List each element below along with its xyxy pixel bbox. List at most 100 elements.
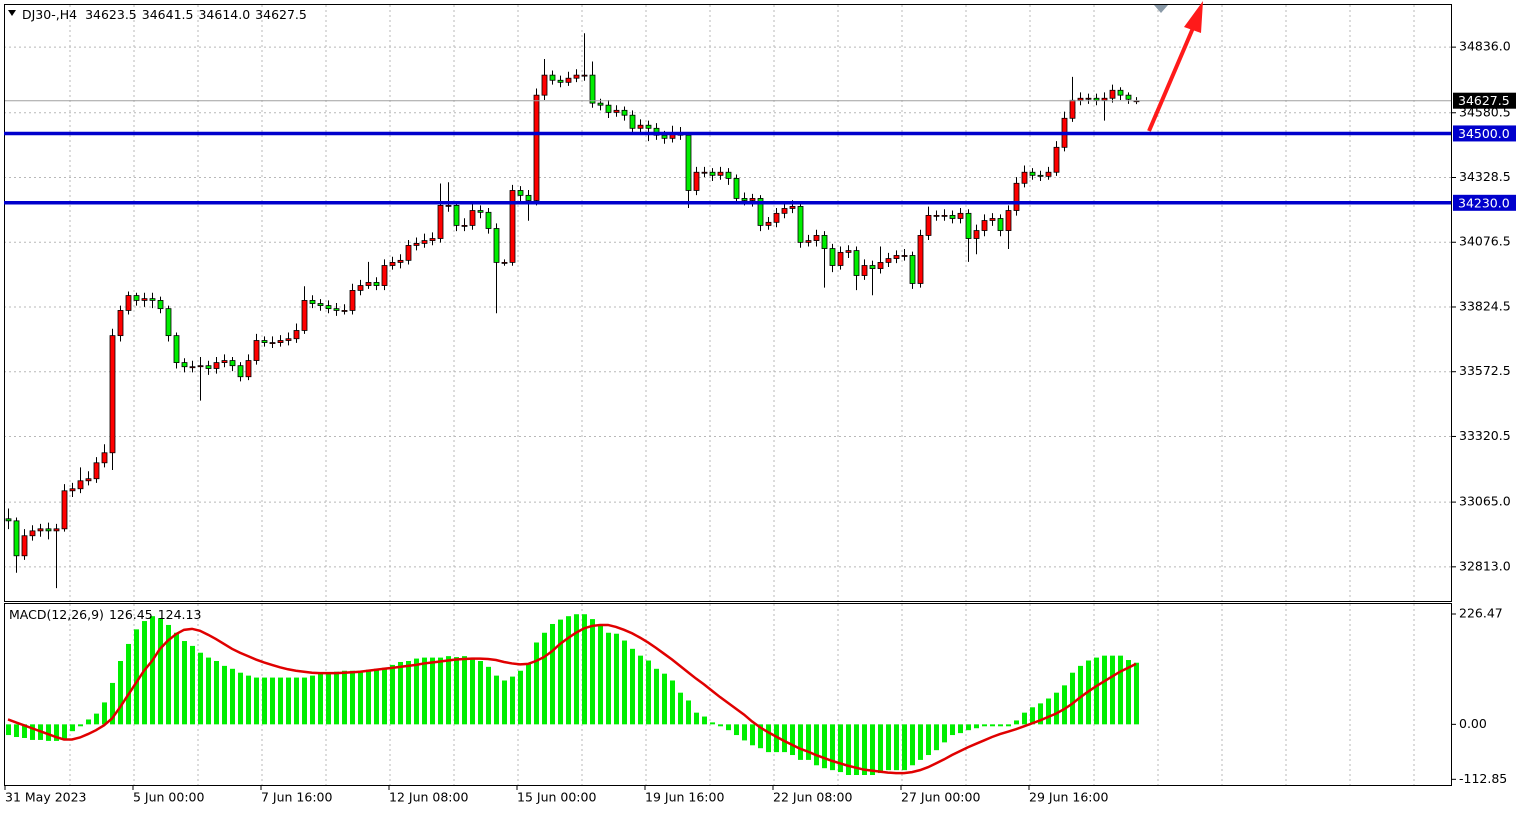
macd-bar <box>470 658 475 725</box>
candle-body <box>493 228 500 263</box>
candle-body <box>477 210 484 213</box>
candle-body <box>957 212 964 219</box>
candle-body <box>877 262 884 269</box>
macd-bar <box>782 724 787 753</box>
macd-bar <box>462 656 467 725</box>
candle-body <box>573 74 580 79</box>
ohlc-value: 34623.5 <box>85 7 137 22</box>
candle-body <box>509 190 516 263</box>
macd-bar <box>574 614 579 725</box>
candle-body <box>317 303 324 306</box>
macd-bar <box>958 724 963 734</box>
candle-body <box>405 245 412 261</box>
candle-body <box>893 255 900 259</box>
macd-bar <box>302 677 307 725</box>
candle-body <box>733 178 740 199</box>
candle-body <box>277 340 284 343</box>
y-tick-label: 32813.0 <box>1459 558 1511 573</box>
macd-bar <box>198 652 203 725</box>
macd-bar <box>1126 660 1131 725</box>
macd-bar <box>942 724 947 743</box>
candle-body <box>469 210 476 226</box>
macd-bar <box>358 670 363 725</box>
candle-body <box>525 194 532 201</box>
candle-body <box>229 360 236 367</box>
candle-body <box>709 171 716 176</box>
candle-body <box>45 528 52 532</box>
macd-bar <box>934 724 939 751</box>
macd-value: 126.45 <box>109 607 153 622</box>
macd-bar <box>166 624 171 725</box>
macd-bar <box>150 616 155 725</box>
macd-bar <box>1030 707 1035 725</box>
macd-bar <box>710 722 715 725</box>
candle-body <box>301 300 308 331</box>
candle-body <box>805 240 812 243</box>
candle-body <box>341 310 348 312</box>
macd-bar <box>110 682 115 725</box>
macd-bar <box>118 661 123 725</box>
candle-body <box>837 251 844 266</box>
macd-bar <box>1118 655 1123 725</box>
macd-bar <box>174 632 179 725</box>
candle-body <box>693 171 700 191</box>
macd-bar <box>886 724 891 771</box>
macd-bar <box>214 661 219 725</box>
candle-body <box>429 238 436 241</box>
candle-body <box>781 208 788 214</box>
macd-bar <box>654 668 659 725</box>
macd-bar <box>246 675 251 725</box>
y-tick-label: 33572.5 <box>1459 363 1511 378</box>
macd-bar <box>1022 712 1027 725</box>
candle-body <box>797 206 804 243</box>
candle-body <box>757 198 764 226</box>
macd-bar <box>646 660 651 725</box>
candle-body <box>581 74 588 77</box>
candle-body <box>453 204 460 226</box>
candle-body <box>349 290 356 311</box>
candle-body <box>637 124 644 129</box>
macd-bar <box>982 724 987 727</box>
macd-bar <box>126 643 131 725</box>
candle-body <box>389 262 396 266</box>
macd-bar <box>350 670 355 725</box>
candle-body <box>1109 89 1116 99</box>
candle-body <box>1117 89 1124 96</box>
candle-body <box>165 308 172 337</box>
level-label-box <box>1453 194 1516 211</box>
last-price-box <box>1453 92 1516 109</box>
candle-body <box>1005 210 1012 231</box>
candle-body <box>1093 97 1100 101</box>
menu-triangle[interactable] <box>8 10 16 16</box>
x-tick-label: 22 Jun 08:00 <box>773 790 852 805</box>
macd-title: MACD(12,26,9) <box>9 607 104 622</box>
macd-bar <box>902 724 907 771</box>
macd-bar <box>582 614 587 725</box>
candle-body <box>565 77 572 83</box>
macd-bar <box>926 724 931 756</box>
candle-body <box>5 518 12 522</box>
macd-bar <box>486 666 491 725</box>
macd-bar <box>430 657 435 725</box>
macd-bar <box>766 724 771 753</box>
level-label-box <box>1453 125 1516 142</box>
macd-bar <box>438 657 443 725</box>
candle-body <box>901 255 908 257</box>
macd-bar <box>94 713 99 725</box>
macd-bar <box>1094 657 1099 725</box>
candle-body <box>221 360 228 364</box>
ohlc-value: 34614.0 <box>198 7 250 22</box>
shift-marker <box>1154 5 1168 13</box>
macd-bar <box>398 661 403 725</box>
candle-body <box>645 124 652 129</box>
y-tick-label: 34076.5 <box>1459 234 1511 249</box>
macd-bar <box>6 724 11 736</box>
macd-bar <box>726 724 731 731</box>
candle-body <box>141 298 148 301</box>
macd-bar <box>182 641 187 725</box>
macd-bar <box>910 724 915 766</box>
macd-bar <box>478 661 483 725</box>
candle-body <box>333 308 340 311</box>
x-tick-label: 12 Jun 08:00 <box>389 790 468 805</box>
macd-bar <box>78 724 83 727</box>
